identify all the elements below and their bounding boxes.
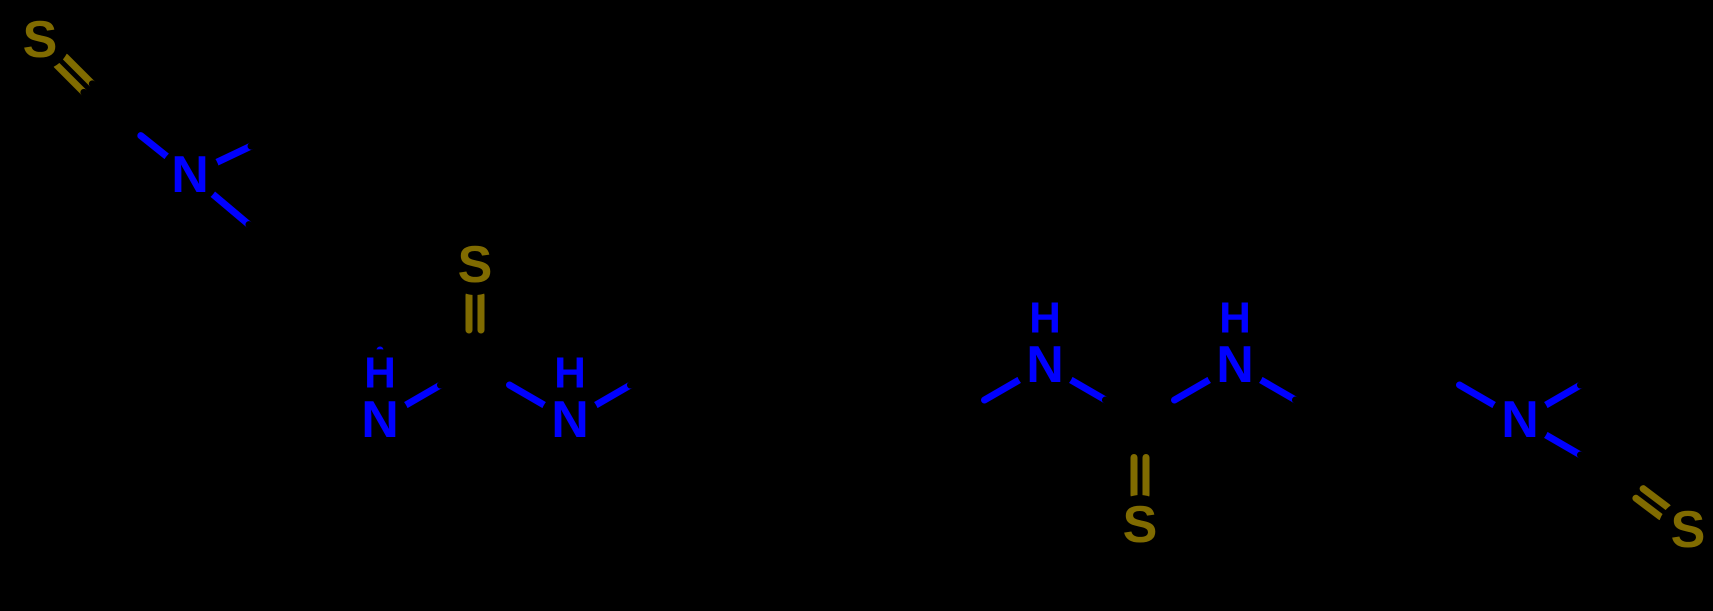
n-atom-label: N: [1026, 336, 1064, 394]
n-atom-label: N: [171, 146, 209, 204]
s-atom-label: S: [23, 11, 58, 69]
n-atom-label: N: [551, 391, 589, 449]
hydrogen-label: H: [1219, 294, 1251, 343]
n-atom-label: N: [1501, 391, 1539, 449]
hydrogen-label: H: [364, 349, 396, 398]
n-atom-label: N: [361, 391, 399, 449]
n-atom-label: N: [1216, 336, 1254, 394]
s-atom-label: S: [458, 236, 493, 294]
s-atom-label: S: [1123, 496, 1158, 554]
s-atom-label: S: [1671, 501, 1706, 559]
hydrogen-label: H: [1029, 294, 1061, 343]
chemical-structure-diagram: SNNHSNHNHSNHNS: [0, 0, 1713, 611]
hydrogen-label: H: [554, 349, 586, 398]
